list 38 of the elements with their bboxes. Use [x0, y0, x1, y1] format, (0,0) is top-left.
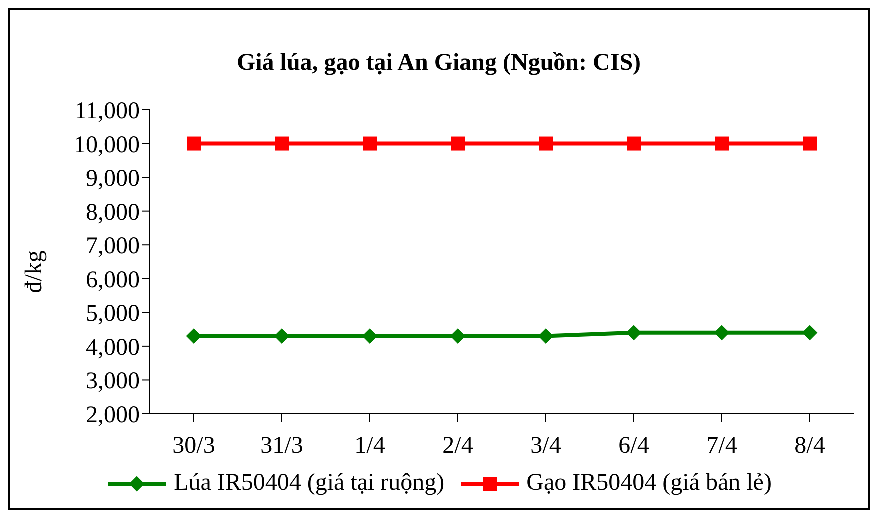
point — [186, 328, 202, 344]
point — [187, 136, 201, 151]
y-tick-label: 7,000 — [86, 234, 140, 260]
point — [715, 136, 729, 151]
x-tick-label: 30/3 — [172, 433, 216, 460]
point — [714, 325, 730, 340]
x-tick-label: 3/4 — [530, 433, 562, 460]
y-axis-title: đ/kg — [22, 250, 48, 294]
point — [362, 328, 378, 344]
point — [802, 325, 818, 340]
point — [539, 136, 553, 151]
x-tick-label: 2/4 — [442, 433, 474, 460]
point — [363, 136, 377, 151]
x-tick-label: 1/4 — [354, 433, 386, 460]
y-tick-label: 8,000 — [86, 200, 140, 226]
y-tick-label: 5,000 — [86, 301, 140, 328]
legend-label: Gạo IR50404 (giá bán lẻ) — [526, 470, 772, 497]
x-tick-label: 8/4 — [794, 433, 826, 460]
x-tick-label: 31/3 — [260, 433, 304, 460]
legend-label: Lúa IR50404 (giá tại ruộng) — [174, 470, 445, 497]
x-tick-label: 6/4 — [618, 433, 650, 460]
x-tick-label: 7/4 — [706, 433, 738, 460]
point — [275, 136, 289, 151]
point — [274, 328, 290, 344]
point — [451, 136, 465, 151]
y-tick-label: 6,000 — [86, 267, 140, 294]
point — [538, 328, 554, 344]
y-tick-label: 9,000 — [86, 166, 140, 192]
y-tick-label: 11,000 — [74, 98, 140, 125]
chart-title: Giá lúa, gạo tại An Giang (Nguồn: CIS) — [236, 50, 642, 77]
y-tick-label: 10,000 — [74, 132, 140, 158]
y-tick-label: 2,000 — [86, 402, 140, 429]
point — [803, 136, 817, 151]
y-tick-label: 3,000 — [86, 368, 140, 395]
y-tick-label: 4,000 — [86, 334, 140, 361]
point — [450, 328, 466, 344]
point — [627, 136, 641, 151]
point — [626, 325, 642, 340]
